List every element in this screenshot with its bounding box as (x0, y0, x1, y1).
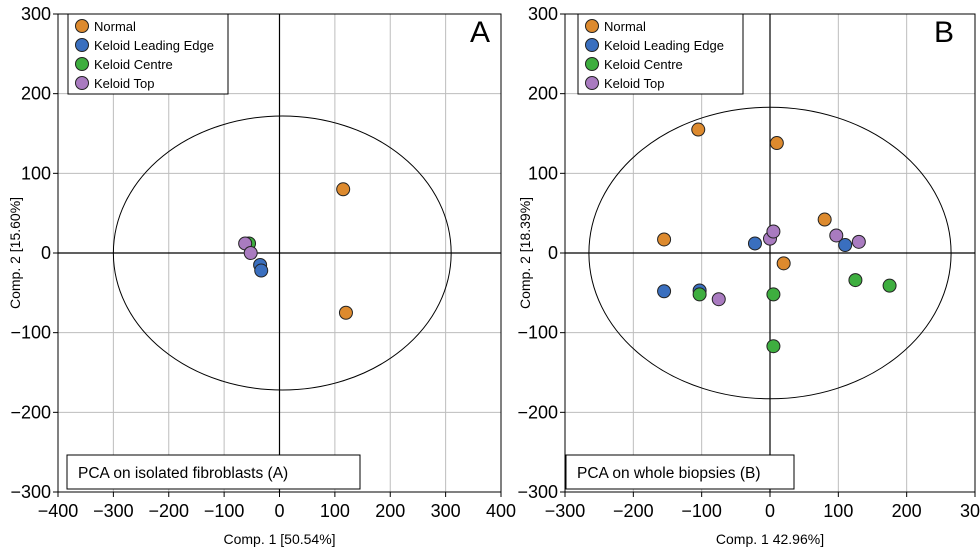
panel-b-chart: −300 −200 −100 0 100 200 300 −300 −200 −100 0 100 20… (517, 4, 980, 547)
legend-marker (585, 76, 599, 90)
x-tick-label: 0 (274, 501, 284, 521)
panel-a-chart: −400 −300 −200 −100 0 100 200 300 400−300−200−10… (7, 4, 516, 547)
x-tick-label: 0 (765, 501, 775, 521)
x-tick-label: −100 (681, 501, 722, 521)
legend-label: Keloid Centre (94, 57, 173, 72)
data-point (838, 238, 853, 253)
legend-marker (585, 38, 599, 52)
x-axis-title: Comp. 1 42.96%] (716, 531, 824, 547)
y-tick-label: −100 (517, 323, 558, 343)
legend-label: Keloid Leading Edge (604, 38, 724, 53)
legend-label: Keloid Leading Edge (94, 38, 214, 53)
legend-label: Keloid Centre (604, 57, 683, 72)
data-point (829, 228, 844, 243)
confidence-ellipse (112, 115, 452, 391)
y-tick-label: −200 (10, 402, 51, 422)
legend-box (67, 13, 229, 95)
y-axis-title: Comp. 2 [15.60%] (7, 197, 23, 309)
data-point (776, 256, 791, 271)
x-tick-label: −200 (148, 501, 189, 521)
data-point (766, 339, 781, 354)
data-point (817, 212, 832, 227)
data-point (336, 182, 351, 197)
y-tick-label: 300 (21, 4, 51, 24)
data-point (848, 273, 863, 288)
x-tick-label: 100 (320, 501, 350, 521)
y-tick-label: 200 (21, 84, 51, 104)
y-tick-label: 0 (548, 243, 558, 263)
x-tick-label: 200 (892, 501, 922, 521)
panel-letter: B (934, 16, 954, 49)
x-tick-label: 100 (823, 501, 853, 521)
annotation-box (565, 454, 795, 490)
y-tick-label: −200 (517, 402, 558, 422)
x-tick-label: 300 (431, 501, 461, 521)
x-axis-title: Comp. 1 [50.54%] (223, 531, 335, 547)
x-tick-label: −200 (613, 501, 654, 521)
legend-marker (75, 57, 89, 71)
legend-marker (585, 57, 599, 71)
legend-box (577, 13, 744, 95)
x-tick-label: 400 (486, 501, 516, 521)
legend-label: Normal (94, 19, 136, 34)
legend-marker (75, 38, 89, 52)
y-axis-title: Comp. 2 [18.39%] (517, 197, 533, 309)
data-point (657, 284, 672, 299)
legend-label: Normal (604, 19, 646, 34)
data-point (769, 136, 784, 151)
confidence-ellipse (588, 106, 952, 400)
data-point (766, 287, 781, 302)
annotation-text: PCA on isolated fibroblasts (A) (78, 465, 288, 482)
y-tick-label: 200 (528, 84, 558, 104)
y-tick-label: −300 (517, 482, 558, 502)
panel-letter: A (470, 16, 490, 49)
x-tick-label: −100 (204, 501, 245, 521)
data-point (747, 236, 762, 251)
data-point (657, 232, 672, 247)
data-point (851, 234, 866, 249)
y-tick-label: 300 (528, 4, 558, 24)
data-point (691, 122, 706, 137)
x-tick-label: 300 (960, 501, 980, 521)
legend-marker (585, 19, 599, 33)
legend-marker (75, 19, 89, 33)
legend-label: Keloid Top (604, 76, 664, 91)
y-tick-label: 100 (21, 163, 51, 183)
x-tick-label: 200 (375, 501, 405, 521)
y-tick-label: −300 (10, 482, 51, 502)
y-tick-label: −100 (10, 323, 51, 343)
y-tick-label: 100 (528, 163, 558, 183)
annotation-box (66, 454, 361, 490)
legend-marker (75, 76, 89, 90)
data-point (243, 246, 258, 260)
annotation-text: PCA on whole biopsies (B) (577, 465, 761, 482)
data-point (711, 292, 726, 307)
x-tick-label: −300 (93, 501, 134, 521)
y-tick-label: 0 (41, 243, 51, 263)
legend-label: Keloid Top (94, 76, 154, 91)
data-point (766, 224, 781, 239)
data-point (254, 263, 269, 278)
x-tick-label: −400 (38, 501, 79, 521)
data-point (338, 305, 353, 320)
data-point (882, 278, 897, 293)
x-tick-label: −300 (545, 501, 586, 521)
data-point (692, 287, 707, 302)
